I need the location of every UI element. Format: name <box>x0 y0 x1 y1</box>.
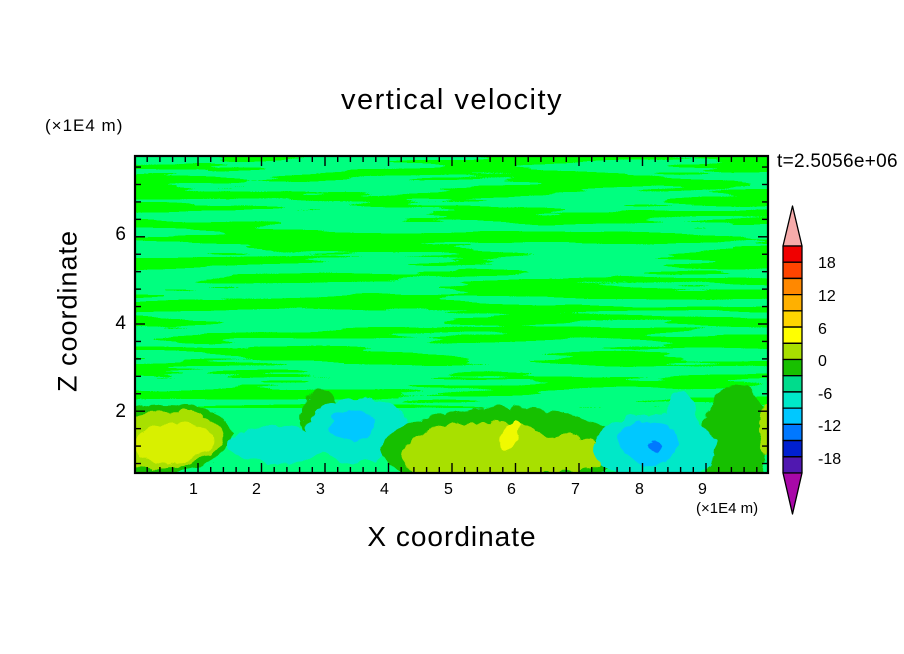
svg-text:0: 0 <box>818 353 827 370</box>
svg-text:18: 18 <box>818 255 836 272</box>
svg-text:-12: -12 <box>818 418 841 435</box>
svg-text:-6: -6 <box>818 386 832 403</box>
svg-text:-18: -18 <box>818 451 841 468</box>
svg-text:12: 12 <box>818 288 836 305</box>
svg-text:6: 6 <box>818 321 827 338</box>
